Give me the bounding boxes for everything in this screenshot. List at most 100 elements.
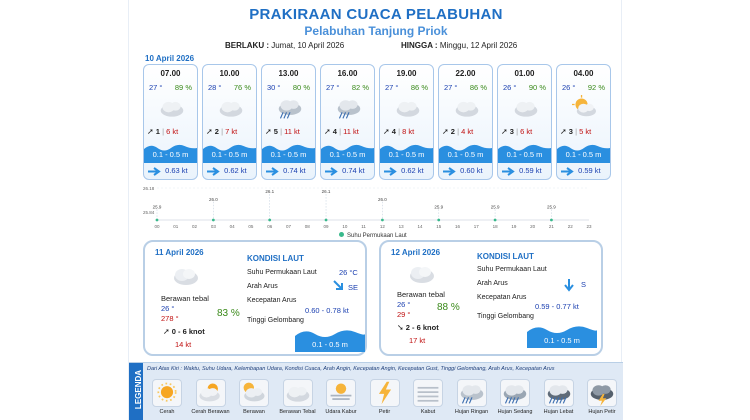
forecast-card: 13.00 30 ° 80 % ➚ 5 | 11 kt 0.1 - 0.5 m … <box>261 64 316 180</box>
wind-arrow-icon: ➚ <box>383 127 390 136</box>
wind-speed: 3 <box>568 127 573 136</box>
forecast-wind: ➚ 3 | 6 kt <box>501 127 533 136</box>
legend-item: Berawan <box>234 378 274 420</box>
gust-speed: 11 kt <box>284 127 300 136</box>
forecast-wind: ➚ 4 | 11 kt <box>324 127 359 136</box>
wind-arrow-icon: ➚ <box>147 127 154 136</box>
forecast-current: 0.63 kt <box>147 166 188 176</box>
partly-cloudy-icon <box>569 95 601 121</box>
forecast-temp: 26 ° <box>562 83 576 92</box>
sea-surface-temp-chart: 26.18 25.84 00 01 02 03 04 05 06 07 08 09 10 11 12 13 14… <box>143 186 592 229</box>
legend-item: Berawan Tebal <box>278 378 318 420</box>
day-temp-max: 29 ° <box>397 310 411 319</box>
sst-value-label: 25.9 <box>547 204 556 209</box>
sun-cloud-icon <box>195 379 226 407</box>
forecast-time: 01.00 <box>514 69 535 78</box>
day-humidity: 83 % <box>217 308 240 319</box>
current-speed: 0.74 kt <box>283 166 306 175</box>
gelombang-label: Tinggi Gelombang <box>477 313 534 320</box>
forecast-time: 16.00 <box>337 69 358 78</box>
legend-item: Petir <box>365 378 405 420</box>
forecast-current: 0.59 kt <box>501 166 542 176</box>
wave-graphic <box>203 144 256 163</box>
legend-item: Cerah <box>147 378 187 420</box>
day-forecast-card-2: 12 April 2026 Berawan tebal 26 ° 29 ° 88… <box>379 240 603 356</box>
heavy-rain-icon <box>543 379 574 407</box>
validity-end: HINGGA : Minggu, 12 April 2026 <box>401 41 517 50</box>
sst-label: Suhu Permukaan Laut <box>477 266 547 273</box>
legend-title-bar: LEGENDA <box>129 363 143 420</box>
current-arrow-icon <box>561 166 574 176</box>
wind-speed: 3 <box>509 127 514 136</box>
hourly-forecast-cards: 07.00 27 ° 89 % ➚ 1 | 6 kt 0.1 - 0.5 m 0… <box>143 64 611 180</box>
sst-point <box>437 218 441 222</box>
wave-height: 0.1 - 0.5 m <box>565 150 602 159</box>
sst-x-tick: 07 <box>286 224 292 229</box>
wave-height-value: 0.1 - 0.5 m <box>312 340 348 349</box>
sst-y-tick: 25.84 <box>143 210 155 215</box>
wave-graphic <box>498 144 551 163</box>
current-speed: 0.60 kt <box>460 166 483 175</box>
forecast-temp: 27 ° <box>444 83 458 92</box>
gelombang-label: Tinggi Gelombang <box>247 317 304 324</box>
legend-item: Hujan Lebat <box>539 378 579 420</box>
current-arrow-icon <box>207 166 220 176</box>
sst-x-tick: 08 <box>305 224 311 229</box>
forecast-humidity: 89 % <box>174 83 192 92</box>
forecast-time: 04.00 <box>573 69 594 78</box>
cloudy-icon <box>410 267 434 283</box>
legend-item-label: Udara Kabur <box>325 409 357 415</box>
sst-value-label: 25.9 <box>434 204 443 209</box>
sst-x-tick: 06 <box>267 224 273 229</box>
sst-value-label: 26.1 <box>265 189 274 194</box>
forecast-temp: 27 ° <box>326 83 340 92</box>
wind-arrow-icon: ➚ <box>265 127 272 136</box>
wind-arrow-icon: ➚ <box>442 127 449 136</box>
sst-x-tick: 03 <box>211 224 217 229</box>
hingga-value: Minggu, 12 April 2026 <box>439 41 518 50</box>
sst-x-tick: 17 <box>474 224 480 229</box>
wind-speed: 4 <box>332 127 337 136</box>
sst-value-label: 26.1 <box>322 189 331 194</box>
gust-speed: 8 kt <box>402 127 415 136</box>
sst-x-tick: 18 <box>493 224 499 229</box>
day-wind-range: ➘ 2 - 6 knot <box>397 323 439 332</box>
page-title: PRAKIRAAN CUACA PELABUHAN <box>249 6 503 23</box>
sst-value-label: 26.0 <box>378 197 387 202</box>
legend-title: LEGENDA <box>134 369 144 410</box>
forecast-current: 0.74 kt <box>324 166 365 176</box>
forecast-current: 0.60 kt <box>442 166 483 176</box>
forecast-current: 0.62 kt <box>383 166 424 176</box>
current-speed: 0.59 kt <box>519 166 542 175</box>
sst-point <box>268 218 272 222</box>
sst-x-tick: 01 <box>173 224 179 229</box>
forecast-card: 04.00 26 ° 92 % ➚ 3 | 5 kt 0.1 - 0.5 m 0… <box>556 64 611 180</box>
day-date: 12 April 2026 <box>391 248 441 257</box>
sst-point <box>211 218 215 222</box>
validity-start: BERLAKU : Jumat, 10 April 2026 <box>225 41 344 50</box>
wind-speed: 4 <box>391 127 396 136</box>
current-arrow-icon <box>333 280 343 290</box>
sst-x-tick: 13 <box>399 224 405 229</box>
wind-speed: 2 <box>214 127 219 136</box>
moderate-rain-icon <box>500 379 530 407</box>
legend-item-label: Petir <box>378 409 391 415</box>
forecast-time: 19.00 <box>396 69 417 78</box>
current-speed: 0.74 kt <box>342 166 365 175</box>
thunderstorm-icon <box>587 379 617 407</box>
wave-height-box: 0.1 - 0.5 m <box>295 328 365 352</box>
cloudy-icon <box>215 95 247 121</box>
current-speed: 0.62 kt <box>224 166 247 175</box>
wave-height: 0.1 - 0.5 m <box>329 150 366 159</box>
wind-speed: 5 <box>273 127 278 136</box>
forecast-humidity: 86 % <box>410 83 428 92</box>
wind-arrow-icon: ➚ <box>163 327 170 336</box>
sst-point <box>493 218 497 222</box>
sst-x-tick: 15 <box>436 224 442 229</box>
forecast-time: 10.00 <box>219 69 240 78</box>
legend-item: Cerah Berawan <box>191 378 231 420</box>
light-rain-icon <box>274 95 306 121</box>
forecast-wind: ➚ 2 | 7 kt <box>206 127 238 136</box>
wave-graphic <box>439 144 492 163</box>
legend: LEGENDA Dari Atas Kiri : Waktu, Suhu Uda… <box>129 362 623 420</box>
